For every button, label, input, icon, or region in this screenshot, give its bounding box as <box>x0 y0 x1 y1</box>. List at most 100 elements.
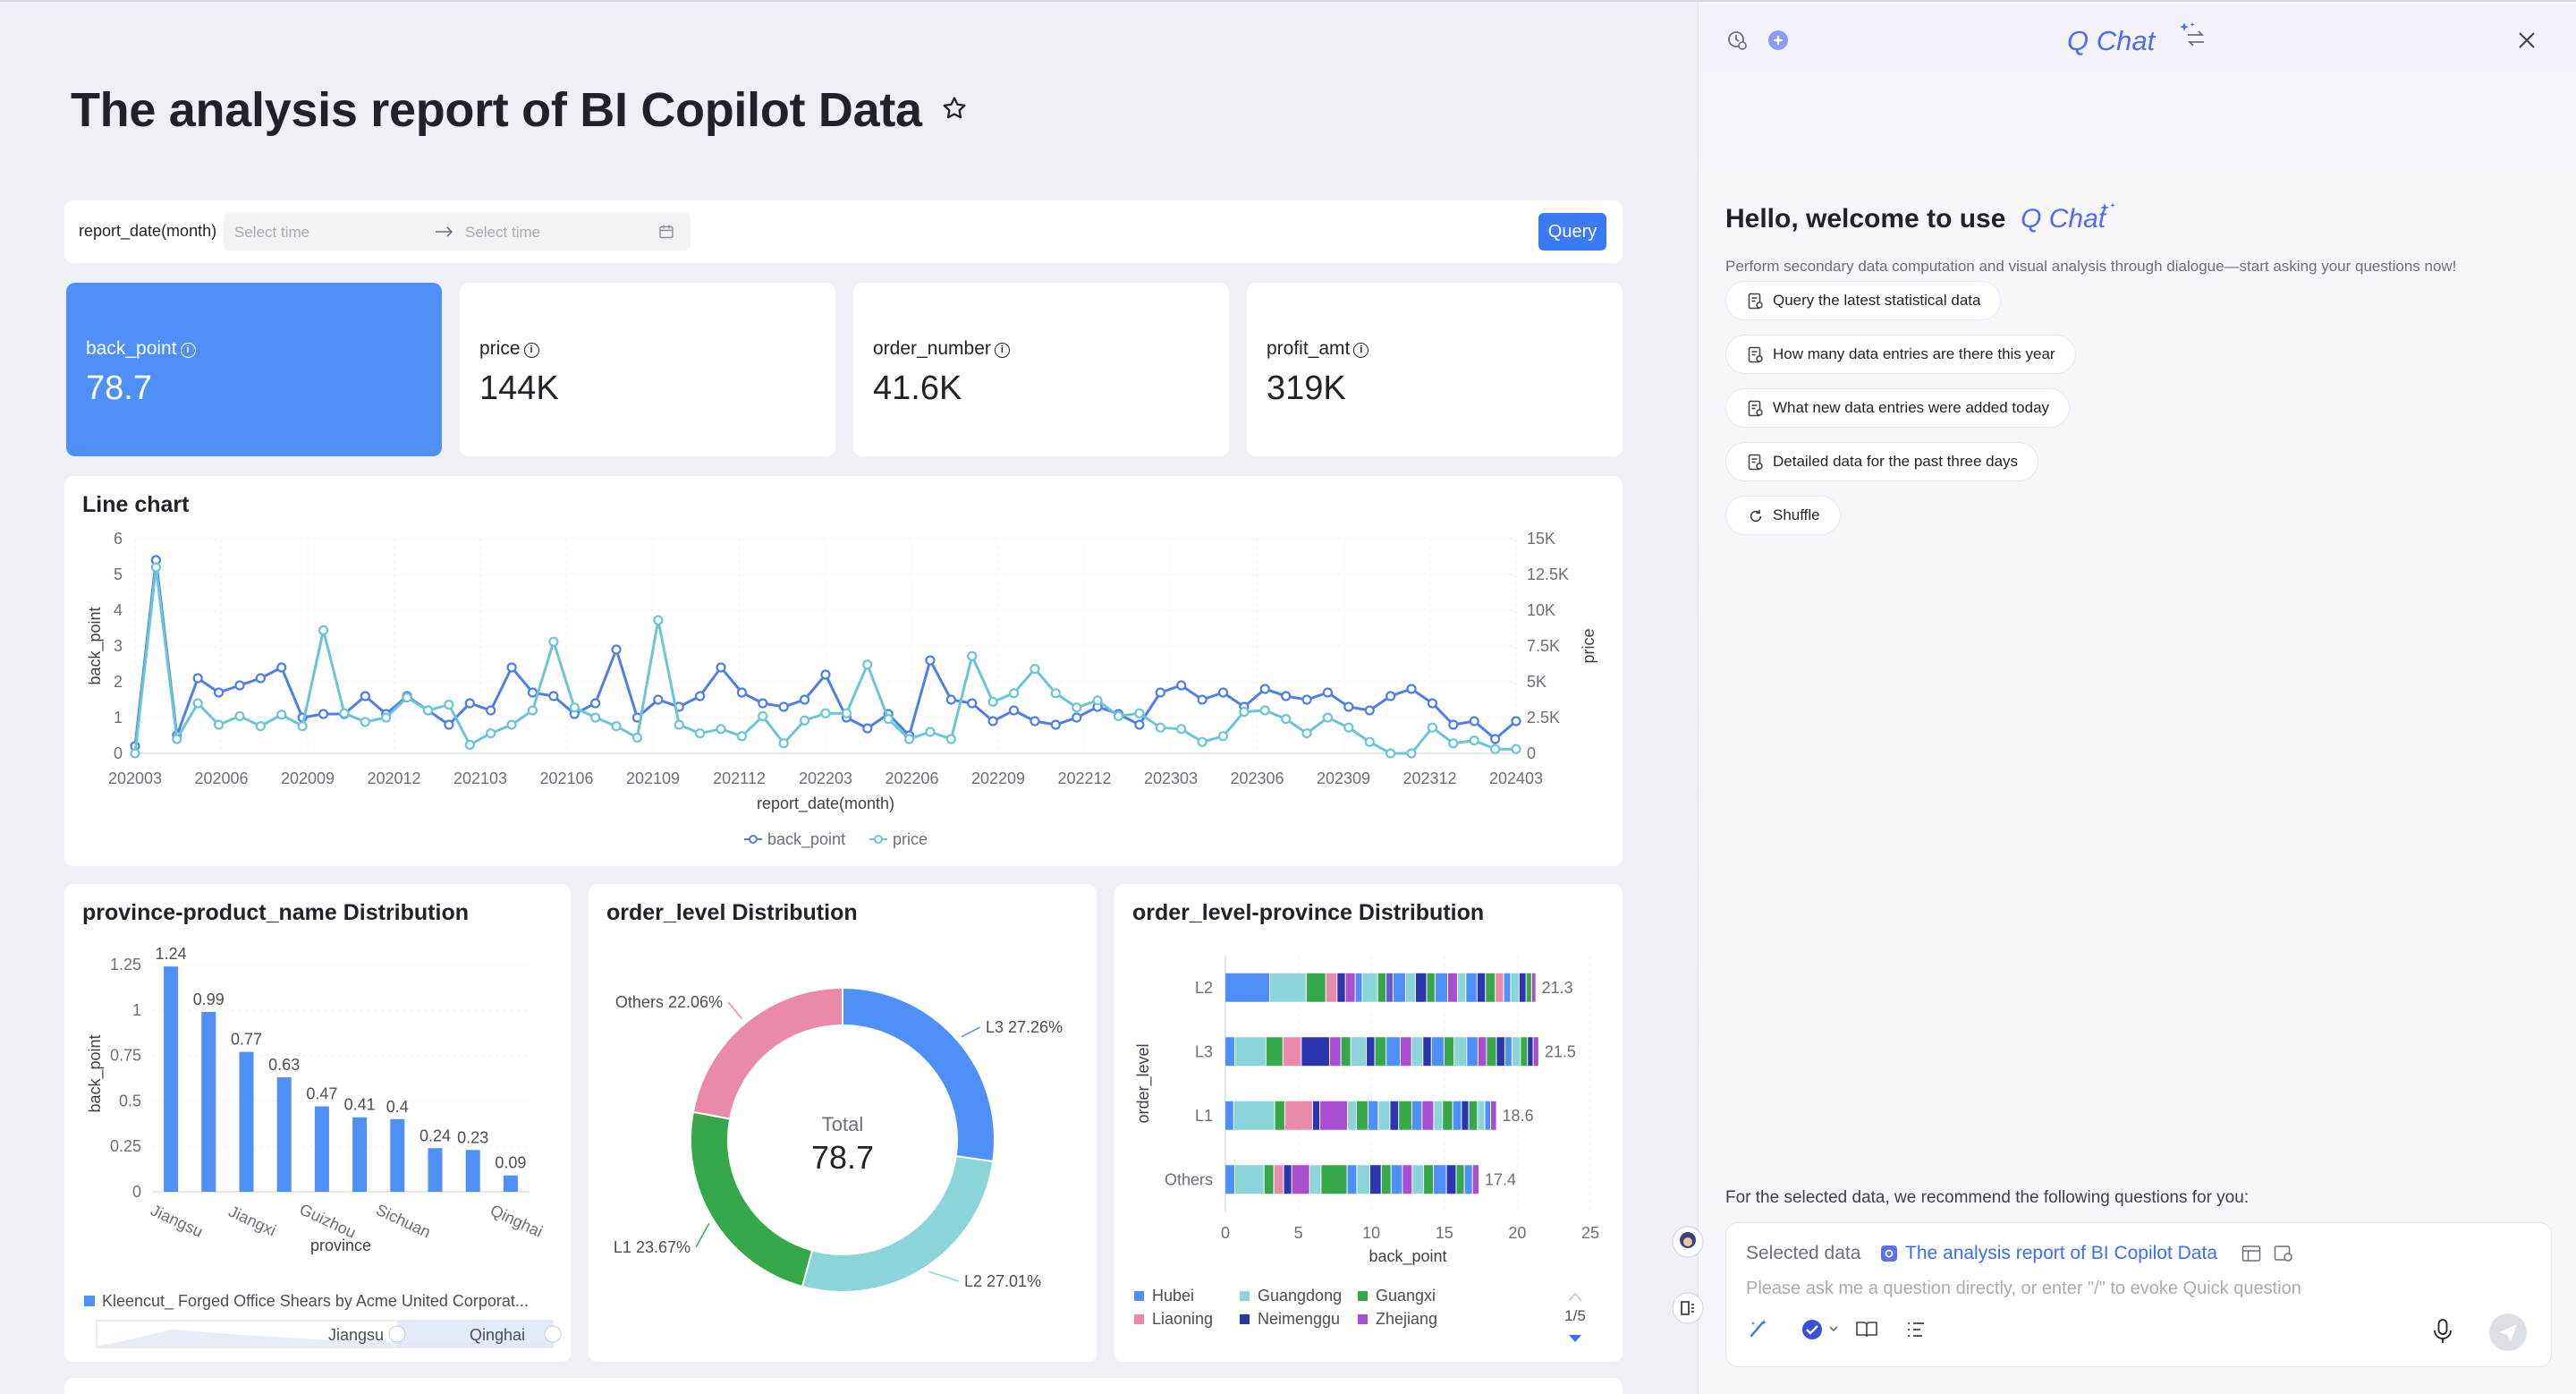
data-point-back_point <box>276 662 287 673</box>
data-point-price <box>1343 722 1354 733</box>
bar <box>503 1175 518 1192</box>
greeting: Hello, welcome to use Q Chat <box>1725 204 2106 234</box>
legend-marker <box>1240 1291 1250 1301</box>
microphone-icon[interactable] <box>2431 1318 2454 1345</box>
stack-segment <box>1469 1101 1478 1130</box>
data-point-price <box>736 731 748 742</box>
data-point-price <box>192 698 203 709</box>
stack-segment <box>1478 1101 1485 1130</box>
table-icon[interactable] <box>2241 1245 2261 1262</box>
data-point-price <box>695 728 706 739</box>
list-icon[interactable] <box>1905 1320 1927 1339</box>
data-point-price <box>339 708 350 718</box>
info-icon[interactable]: i <box>180 343 196 358</box>
stack-segment <box>1496 973 1504 1002</box>
data-point-price <box>1511 744 1521 754</box>
y-tick-label: L2 <box>1195 979 1213 997</box>
bar <box>239 1051 254 1192</box>
info-icon[interactable]: i <box>1353 343 1369 358</box>
stack-segment <box>1367 1037 1375 1067</box>
stack-segment <box>1225 1037 1235 1067</box>
data-point-price <box>548 636 559 647</box>
stacked-bar-chart[interactable]: 0 5 10 15 20 25 back_point order_level L2 21.3 L3 2… <box>1114 884 1623 1362</box>
data-source-icon[interactable] <box>2274 1245 2293 1262</box>
stack-segment <box>1348 1101 1356 1130</box>
query-button[interactable]: Query <box>1538 213 1606 251</box>
stack-segment <box>1326 973 1337 1002</box>
stack-segment <box>1233 1101 1275 1130</box>
favorite-star-icon[interactable] <box>941 95 968 122</box>
stack-segment <box>1292 1165 1309 1194</box>
y-tick-label: 4 <box>114 601 123 619</box>
data-point-price <box>903 734 915 744</box>
chat-input[interactable]: Please ask me a question directly, or en… <box>1746 1279 2301 1298</box>
side-tool-icon[interactable] <box>1672 1292 1704 1324</box>
stack-segment <box>1435 973 1447 1002</box>
data-point-back_point <box>1511 716 1521 727</box>
suggestion-chip[interactable]: How many data entries are there this yea… <box>1725 335 2076 374</box>
start-date-input[interactable]: Select time <box>234 224 310 241</box>
slice-label: L1 23.67% <box>614 1238 691 1256</box>
assistant-avatar[interactable] <box>1672 1226 1704 1258</box>
legend-page-up-icon <box>1568 1292 1582 1302</box>
y2-axis-label: price <box>1580 628 1597 663</box>
stack-segment <box>1329 1037 1341 1067</box>
data-point-price <box>422 705 434 716</box>
bar-chart[interactable]: 0 0.25 0.5 0.75 1 1.25 1.24 Jiangsu 0.99 0.77 Jian… <box>64 884 571 1362</box>
suggestion-chip[interactable]: Query the latest statistical data <box>1725 281 2002 320</box>
history-icon[interactable] <box>1725 29 1749 52</box>
info-icon[interactable]: i <box>994 343 1010 358</box>
info-icon[interactable]: i <box>523 343 539 358</box>
stack-segment <box>1264 1165 1274 1194</box>
shuffle-button[interactable]: Shuffle <box>1725 496 1841 535</box>
data-point-back_point <box>987 716 998 727</box>
close-icon[interactable] <box>2517 30 2537 50</box>
send-icon[interactable] <box>2488 1313 2528 1352</box>
magic-wand-icon[interactable] <box>1746 1316 1771 1341</box>
book-icon[interactable] <box>1855 1320 1878 1339</box>
new-chat-icon[interactable] <box>1767 29 1790 52</box>
kpi-card-profit-amt[interactable]: profit_amt i 319K <box>1247 283 1623 456</box>
stack-segment <box>1422 1101 1434 1130</box>
end-date-input[interactable]: Select time <box>465 224 541 241</box>
slice-label: L2 27.01% <box>964 1272 1041 1290</box>
dashboard: The analysis report of BI Copilot Data r… <box>0 2 1698 1394</box>
calendar-icon[interactable] <box>658 224 674 240</box>
x-tick-label: 202309 <box>1317 769 1370 787</box>
date-range-picker[interactable]: Select time Select time <box>224 213 691 251</box>
kpi-card-back-point[interactable]: back_point i 78.7 <box>66 283 442 456</box>
data-point-price <box>841 708 852 718</box>
donut-chart-title: order_level Distribution <box>606 900 858 925</box>
x-axis-label: back_point <box>1368 1247 1446 1266</box>
kpi-card-price[interactable]: price i 144K <box>460 283 835 456</box>
data-point-back_point <box>1134 719 1145 730</box>
legend-marker <box>1240 1314 1250 1324</box>
chat-subtitle: Perform secondary data computation and v… <box>1725 258 2457 275</box>
data-point-price <box>1197 736 1208 747</box>
stack-segment <box>1386 973 1393 1002</box>
stack-segment <box>1512 1037 1521 1067</box>
switch-icon[interactable] <box>2185 29 2207 48</box>
stack-segment <box>1351 1037 1367 1067</box>
chat-input-box[interactable]: Selected data The analysis report of BI … <box>1725 1222 2552 1367</box>
bar-value-label: 0.23 <box>457 1128 488 1146</box>
kpi-card-order-number[interactable]: order_number i 41.6K <box>853 283 1229 456</box>
line-chart[interactable]: 0 1 2 3 4 5 6 0 2.5K 5K 7.5K 10K 12.5K 15K 202003 20200… <box>64 476 1623 866</box>
data-point-back_point <box>548 691 559 701</box>
sparkle-icon <box>2100 203 2115 212</box>
slice-leader-line <box>961 1026 981 1038</box>
selected-data-link[interactable]: The analysis report of BI Copilot Data <box>1905 1243 2218 1263</box>
donut-chart[interactable]: L3 27.26% L2 27.01% L1 23.67% Others 22.06%… <box>589 884 1097 1362</box>
suggestion-chip[interactable]: What new data entries were added today <box>1725 388 2071 428</box>
data-point-price <box>1259 705 1270 716</box>
data-point-back_point <box>925 655 936 666</box>
data-point-price <box>653 615 664 625</box>
y2-tick-label: 2.5K <box>1527 709 1560 727</box>
model-select-icon[interactable] <box>1801 1318 1843 1341</box>
stack-segment <box>1386 1037 1400 1067</box>
data-point-back_point <box>653 694 664 705</box>
y-tick-label: 0 <box>114 744 123 762</box>
suggestion-chip[interactable]: Detailed data for the past three days <box>1725 442 2039 481</box>
data-point-back_point <box>1427 698 1438 709</box>
greeting-brand: Q Chat <box>2021 204 2106 234</box>
